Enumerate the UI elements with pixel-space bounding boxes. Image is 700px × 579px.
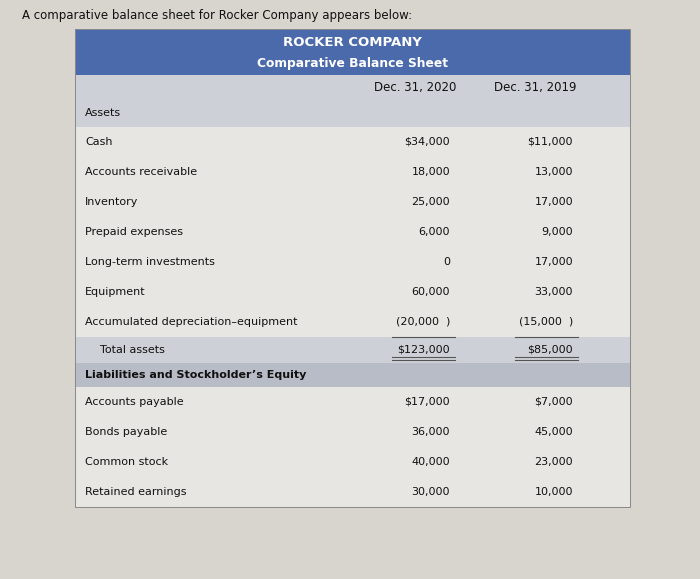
Text: 18,000: 18,000 [412, 167, 450, 177]
FancyBboxPatch shape [75, 157, 630, 187]
FancyBboxPatch shape [75, 247, 630, 277]
FancyBboxPatch shape [75, 99, 630, 127]
Text: (15,000  ): (15,000 ) [519, 317, 573, 327]
Text: 36,000: 36,000 [412, 427, 450, 437]
Text: (20,000  ): (20,000 ) [395, 317, 450, 327]
Text: Accumulated depreciation–equipment: Accumulated depreciation–equipment [85, 317, 298, 327]
FancyBboxPatch shape [75, 477, 630, 507]
Text: Total assets: Total assets [100, 345, 165, 355]
Text: $85,000: $85,000 [527, 345, 573, 355]
Text: Retained earnings: Retained earnings [85, 487, 186, 497]
Text: Dec. 31, 2020: Dec. 31, 2020 [374, 80, 456, 93]
FancyBboxPatch shape [75, 127, 630, 157]
Text: $34,000: $34,000 [405, 137, 450, 147]
Text: 40,000: 40,000 [412, 457, 450, 467]
Text: 13,000: 13,000 [535, 167, 573, 177]
Text: Liabilities and Stockholder’s Equity: Liabilities and Stockholder’s Equity [85, 370, 307, 380]
FancyBboxPatch shape [75, 217, 630, 247]
Text: 9,000: 9,000 [541, 227, 573, 237]
FancyBboxPatch shape [75, 363, 630, 387]
Text: 45,000: 45,000 [534, 427, 573, 437]
Text: 23,000: 23,000 [534, 457, 573, 467]
Text: $123,000: $123,000 [398, 345, 450, 355]
FancyBboxPatch shape [75, 337, 630, 363]
FancyBboxPatch shape [75, 75, 630, 99]
Text: 17,000: 17,000 [534, 197, 573, 207]
Text: Bonds payable: Bonds payable [85, 427, 167, 437]
Text: Common stock: Common stock [85, 457, 168, 467]
Text: 30,000: 30,000 [412, 487, 450, 497]
FancyBboxPatch shape [75, 187, 630, 217]
Text: 25,000: 25,000 [412, 197, 450, 207]
Text: 60,000: 60,000 [412, 287, 450, 297]
Text: 17,000: 17,000 [534, 257, 573, 267]
Text: ROCKER COMPANY: ROCKER COMPANY [283, 36, 422, 49]
FancyBboxPatch shape [75, 307, 630, 337]
Text: Long-term investments: Long-term investments [85, 257, 215, 267]
Text: Cash: Cash [85, 137, 113, 147]
Text: Equipment: Equipment [85, 287, 146, 297]
FancyBboxPatch shape [75, 447, 630, 477]
Text: 10,000: 10,000 [535, 487, 573, 497]
Text: $17,000: $17,000 [405, 397, 450, 407]
Text: Dec. 31, 2019: Dec. 31, 2019 [494, 80, 576, 93]
Text: 33,000: 33,000 [535, 287, 573, 297]
Text: $7,000: $7,000 [534, 397, 573, 407]
FancyBboxPatch shape [75, 417, 630, 447]
Text: Prepaid expenses: Prepaid expenses [85, 227, 183, 237]
Text: $11,000: $11,000 [528, 137, 573, 147]
Text: 6,000: 6,000 [419, 227, 450, 237]
FancyBboxPatch shape [75, 277, 630, 307]
FancyBboxPatch shape [75, 29, 630, 75]
FancyBboxPatch shape [75, 387, 630, 417]
Text: A comparative balance sheet for Rocker Company appears below:: A comparative balance sheet for Rocker C… [22, 9, 412, 22]
Text: 0: 0 [443, 257, 450, 267]
Text: Accounts receivable: Accounts receivable [85, 167, 197, 177]
Text: Inventory: Inventory [85, 197, 139, 207]
Text: Assets: Assets [85, 108, 121, 118]
Text: Comparative Balance Sheet: Comparative Balance Sheet [257, 57, 448, 69]
Text: Accounts payable: Accounts payable [85, 397, 183, 407]
